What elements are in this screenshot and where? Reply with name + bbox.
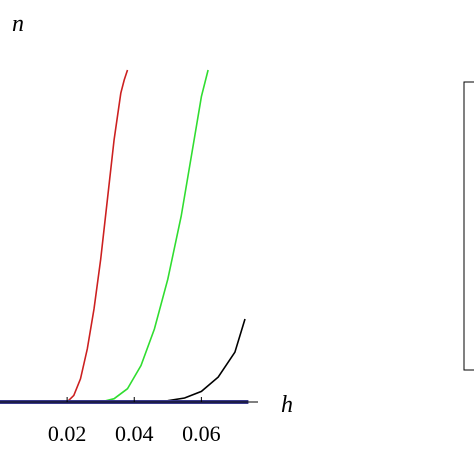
x-axis-title: h — [281, 392, 293, 418]
series-black-line — [0, 318, 246, 403]
x-tick-label: 0.06 — [182, 421, 221, 446]
series-red-line — [0, 69, 129, 403]
x-tick-label: 0.02 — [48, 421, 87, 446]
x-tick-label: 0.04 — [115, 421, 154, 446]
y-axis-title: n — [12, 11, 24, 37]
series-green-line — [0, 69, 209, 403]
legend-box — [463, 81, 474, 371]
x-ticks: 0.02 0.04 0.06 — [48, 397, 221, 446]
curves — [0, 69, 249, 404]
